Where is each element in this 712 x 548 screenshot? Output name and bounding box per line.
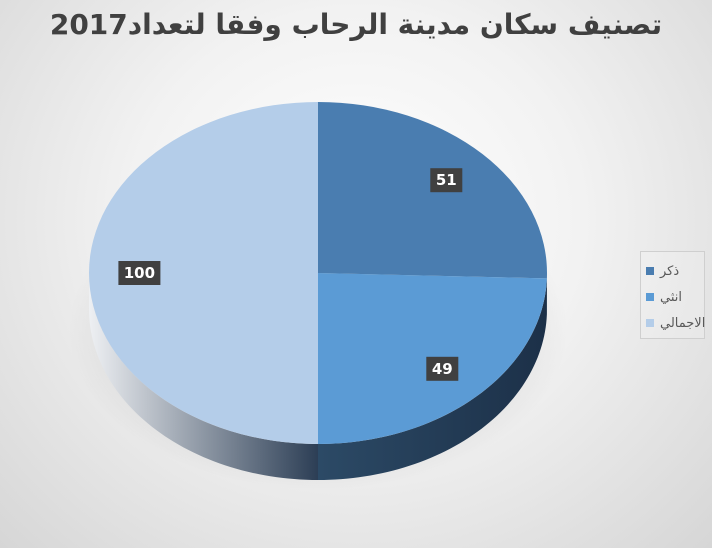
legend-swatch	[646, 267, 654, 275]
legend-item-1: ذكر	[646, 258, 699, 284]
data-label-2: 49	[426, 356, 459, 381]
legend-swatch	[646, 319, 654, 327]
legend-label: ذكر	[660, 263, 680, 279]
data-label-text: 49	[432, 360, 453, 378]
data-label-box	[430, 168, 463, 193]
pie-side-2	[318, 278, 547, 480]
pie-side-3	[89, 273, 318, 480]
legend-label: انثي	[660, 289, 682, 305]
legend-swatch	[646, 293, 654, 301]
legend-item-2: انثي	[646, 284, 699, 310]
legend-label: الاجمالي	[660, 315, 706, 331]
data-label-3: 100	[118, 261, 161, 285]
data-label-text: 51	[436, 171, 457, 189]
data-label-box	[118, 261, 161, 285]
data-label-box	[426, 356, 459, 381]
pie-slice-3	[89, 102, 318, 444]
data-label-text: 100	[124, 264, 155, 282]
data-label-1: 51	[430, 168, 463, 193]
legend: ذكر انثي الاجمالي	[640, 251, 705, 339]
legend-item-3: الاجمالي	[646, 310, 705, 336]
chart-title: تصنيف سكان مدينة الرحاب وفقا لتعداد2017	[49, 8, 663, 41]
